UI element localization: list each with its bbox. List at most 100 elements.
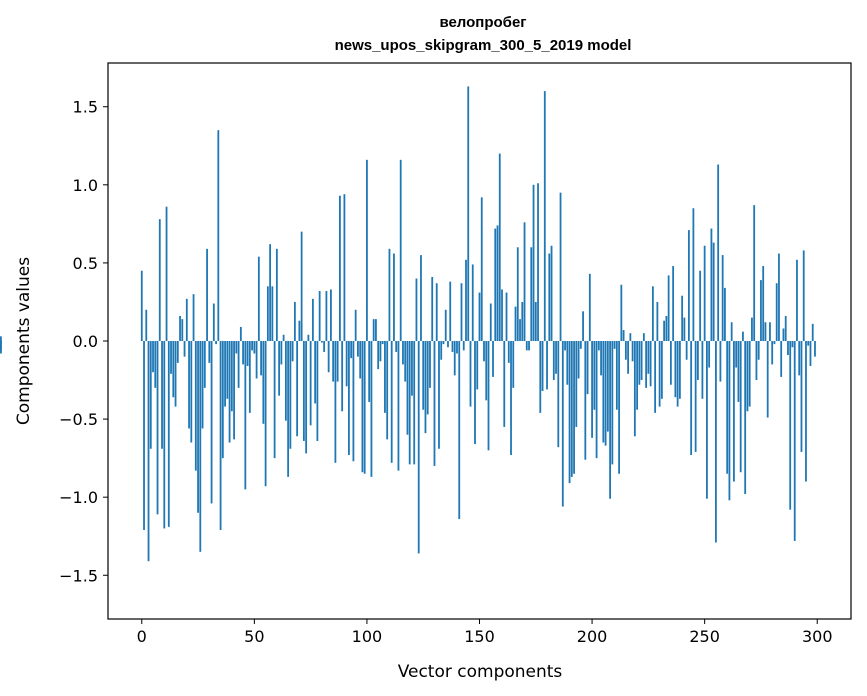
bar xyxy=(669,341,672,385)
bar xyxy=(766,341,769,418)
bar xyxy=(575,341,578,427)
bar xyxy=(217,130,220,341)
bar xyxy=(620,284,623,341)
bar xyxy=(262,341,265,424)
bar xyxy=(501,289,503,341)
bar xyxy=(158,219,161,341)
bar xyxy=(715,341,717,543)
bar xyxy=(744,341,747,495)
bar xyxy=(314,341,317,404)
bar xyxy=(737,341,740,402)
bar xyxy=(467,86,470,342)
bar xyxy=(273,341,276,459)
bar xyxy=(284,341,287,421)
y-axis-ticks: 1.5 1.0 0.5 0.0 −0.5 −1.0 −1.5 xyxy=(59,98,108,585)
bar xyxy=(143,341,145,530)
bar xyxy=(690,341,693,456)
bar xyxy=(269,244,272,341)
bar xyxy=(453,341,456,376)
bar xyxy=(197,341,199,513)
bar xyxy=(622,330,625,341)
bar xyxy=(359,341,362,379)
bar xyxy=(525,341,528,351)
y-tick-label: 0.5 xyxy=(73,254,98,273)
bar xyxy=(748,341,751,407)
bar xyxy=(257,256,260,341)
x-tick-label: 50 xyxy=(244,627,264,646)
bar xyxy=(496,225,499,341)
bar xyxy=(318,291,321,341)
bar xyxy=(658,341,661,407)
bar xyxy=(237,341,240,388)
bar xyxy=(413,341,416,465)
bar xyxy=(492,341,494,377)
bar xyxy=(708,341,711,368)
bar xyxy=(530,247,533,341)
bar xyxy=(604,341,607,446)
bar xyxy=(442,341,445,345)
bar xyxy=(253,341,256,354)
bar xyxy=(194,341,197,471)
bar xyxy=(791,341,794,348)
bar xyxy=(703,245,706,341)
x-tick-label: 300 xyxy=(802,627,833,646)
bar xyxy=(618,341,620,474)
bar xyxy=(372,319,375,341)
bar xyxy=(642,333,645,341)
bar xyxy=(266,286,269,341)
bar xyxy=(510,341,512,456)
bar xyxy=(730,322,733,341)
bar xyxy=(665,316,668,341)
bar xyxy=(185,298,188,341)
bar xyxy=(181,319,184,341)
bar xyxy=(375,319,377,341)
bar xyxy=(215,341,217,345)
bar xyxy=(309,341,312,426)
bar xyxy=(640,341,643,381)
bar xyxy=(278,341,281,396)
bar xyxy=(228,341,231,443)
bar xyxy=(287,341,290,477)
bar xyxy=(343,194,346,341)
bar xyxy=(613,341,616,349)
bar xyxy=(334,341,337,463)
bar xyxy=(458,341,461,520)
bar xyxy=(573,341,575,474)
bar xyxy=(190,341,193,443)
bar xyxy=(0,336,2,341)
bar xyxy=(239,326,242,341)
bar xyxy=(424,341,427,434)
bar xyxy=(784,316,787,341)
bar xyxy=(230,341,233,412)
bar xyxy=(381,341,384,345)
bar xyxy=(219,341,222,530)
chart-title: велопробег xyxy=(439,14,526,31)
bar xyxy=(370,341,373,477)
bar xyxy=(447,341,449,348)
bar xyxy=(471,264,474,341)
bar xyxy=(300,231,303,341)
bar xyxy=(519,319,521,341)
bar xyxy=(293,301,296,341)
bar xyxy=(456,341,458,354)
bar xyxy=(384,341,386,413)
bar xyxy=(440,341,443,360)
bar xyxy=(163,341,166,529)
bar xyxy=(800,341,803,452)
bar xyxy=(377,341,380,370)
bar xyxy=(170,341,172,374)
bar xyxy=(235,341,238,354)
bar xyxy=(462,341,465,351)
bar xyxy=(426,341,429,415)
bar xyxy=(438,341,440,449)
bar xyxy=(793,341,796,541)
bar xyxy=(523,222,526,341)
bar xyxy=(543,91,546,341)
bar xyxy=(188,341,190,429)
bar xyxy=(555,341,557,374)
bar xyxy=(494,228,497,341)
bar xyxy=(600,341,602,376)
bar xyxy=(208,341,211,363)
bar xyxy=(0,341,2,351)
bar xyxy=(395,341,398,352)
